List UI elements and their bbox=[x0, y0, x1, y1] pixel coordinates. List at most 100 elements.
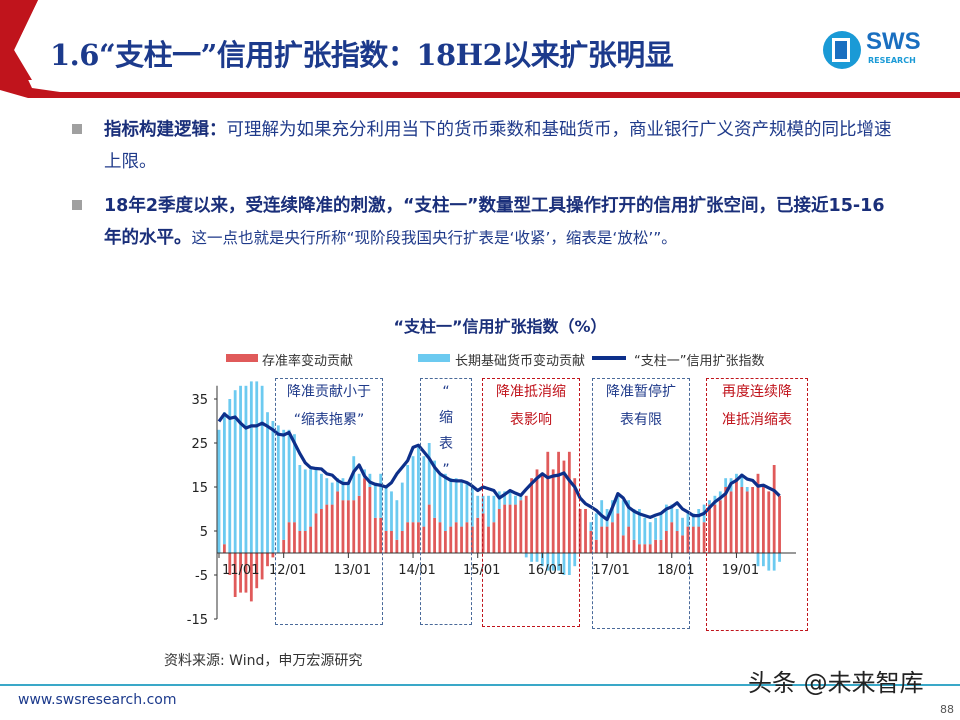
bar-base-money bbox=[460, 482, 463, 527]
bar-rrr bbox=[260, 553, 264, 580]
bar-base-money bbox=[492, 495, 496, 523]
bar-base-money bbox=[222, 412, 226, 545]
bar-rrr bbox=[341, 500, 345, 553]
legend-label-rrr: 存准率变动贡献 bbox=[262, 354, 354, 369]
bar-rrr bbox=[282, 539, 286, 553]
bar-rrr bbox=[632, 539, 636, 553]
bar-base-money bbox=[524, 553, 528, 558]
bar-rrr bbox=[508, 504, 512, 553]
bar-rrr bbox=[535, 469, 539, 553]
bar-rrr bbox=[681, 535, 684, 553]
bar-base-money bbox=[449, 478, 453, 527]
bar-base-money bbox=[772, 553, 776, 571]
bar-base-money bbox=[487, 495, 490, 527]
index-line bbox=[217, 412, 781, 522]
bar-rrr bbox=[718, 500, 722, 553]
bar-rrr bbox=[379, 517, 383, 553]
footer-url[interactable]: www.swsresearch.com bbox=[18, 692, 177, 708]
bar-rrr bbox=[621, 535, 625, 553]
bar-rrr bbox=[778, 495, 781, 553]
bar-base-money bbox=[217, 429, 221, 553]
bar-rrr bbox=[557, 451, 560, 553]
bar-base-money bbox=[497, 491, 501, 509]
bar-rrr bbox=[330, 504, 334, 553]
bar-rrr bbox=[303, 531, 307, 553]
bar-rrr bbox=[594, 539, 598, 553]
logo-subtext: RESEARCH bbox=[868, 56, 916, 65]
bar-rrr bbox=[400, 531, 404, 553]
y-tick-label: 15 bbox=[191, 481, 208, 496]
legend-swatch-base-money bbox=[418, 354, 450, 362]
bar-base-money bbox=[271, 421, 275, 553]
bar-rrr bbox=[239, 553, 242, 593]
page-title: 1.6“支柱一”信用扩张指数：18H2以来扩张明显 bbox=[50, 38, 674, 72]
bar-rrr bbox=[578, 509, 582, 553]
bar-rrr bbox=[417, 522, 420, 553]
x-tick-label: 11/01 bbox=[222, 563, 259, 578]
annotation-box: “ 缩表 ” bbox=[420, 378, 472, 625]
bar-rrr bbox=[384, 531, 388, 553]
bar-rrr bbox=[638, 544, 641, 553]
x-tick-label: 15/01 bbox=[463, 563, 500, 578]
bar-base-money bbox=[648, 522, 652, 545]
bar-rrr bbox=[293, 522, 296, 553]
bar-rrr bbox=[309, 526, 313, 553]
watermark: 头条 @未来智库 bbox=[748, 669, 924, 697]
bar-base-money bbox=[664, 504, 668, 531]
bar-rrr bbox=[627, 526, 631, 553]
bar-base-money bbox=[406, 465, 410, 523]
bar-rrr bbox=[390, 531, 393, 553]
bar-base-money bbox=[535, 553, 539, 562]
bar-base-money bbox=[330, 482, 334, 505]
bar-rrr bbox=[567, 451, 571, 553]
annotation-text: “ bbox=[442, 384, 450, 400]
bar-base-money bbox=[735, 473, 738, 479]
bar-rrr bbox=[697, 526, 701, 553]
annotation-box: 再度连续降 准抵消缩表 bbox=[706, 378, 808, 631]
sws-logo: SWS RESEARCH bbox=[820, 26, 940, 76]
bar-base-money bbox=[708, 500, 711, 505]
bar-rrr bbox=[320, 509, 323, 553]
annotation-text: 缩 bbox=[439, 410, 453, 426]
bar-rrr bbox=[761, 487, 765, 553]
bar-base-money bbox=[287, 429, 291, 523]
bar-rrr bbox=[611, 522, 614, 553]
y-tick-label: 35 bbox=[191, 393, 208, 408]
bar-rrr bbox=[772, 465, 776, 553]
bar-base-money bbox=[411, 456, 415, 523]
bullet-marker bbox=[72, 124, 82, 134]
bar-rrr bbox=[767, 491, 771, 553]
bar-rrr bbox=[325, 504, 329, 553]
bar-rrr bbox=[476, 517, 480, 553]
bar-rrr bbox=[713, 504, 717, 553]
bar-base-money bbox=[654, 517, 657, 540]
bar-base-money bbox=[740, 473, 744, 487]
bar-base-money bbox=[681, 517, 684, 536]
bar-base-money bbox=[567, 553, 571, 575]
bar-rrr bbox=[492, 522, 496, 553]
bar-base-money bbox=[562, 553, 566, 575]
legend-swatch-rrr bbox=[226, 354, 258, 362]
bar-rrr bbox=[664, 531, 668, 553]
bar-base-money bbox=[346, 482, 350, 501]
bullet-1-bold: 指标构建逻辑： bbox=[104, 120, 227, 140]
bar-rrr bbox=[411, 522, 415, 553]
bar-base-money bbox=[320, 473, 323, 509]
bullet-marker bbox=[72, 200, 82, 210]
bar-base-money bbox=[427, 443, 431, 505]
bar-base-money bbox=[756, 553, 760, 567]
bar-rrr bbox=[481, 513, 485, 553]
bar-base-money bbox=[546, 553, 550, 571]
bar-rrr bbox=[584, 509, 587, 553]
bar-rrr bbox=[271, 553, 275, 558]
bar-base-money bbox=[373, 482, 377, 518]
annotation-text: 降准贡献小于 bbox=[287, 384, 371, 400]
bar-base-money bbox=[266, 412, 269, 553]
annotation-box: 降准贡献小于 “缩表拖累” bbox=[275, 378, 383, 625]
bar-base-money bbox=[454, 478, 458, 523]
x-tick-label: 18/01 bbox=[657, 563, 694, 578]
bar-rrr bbox=[443, 531, 447, 553]
bar-base-money bbox=[745, 487, 749, 492]
bullet-2-text: 这一点也就是央行所称“现阶段我国央行扩表是‘收紧’，缩表是‘放松’”。 bbox=[191, 229, 677, 247]
